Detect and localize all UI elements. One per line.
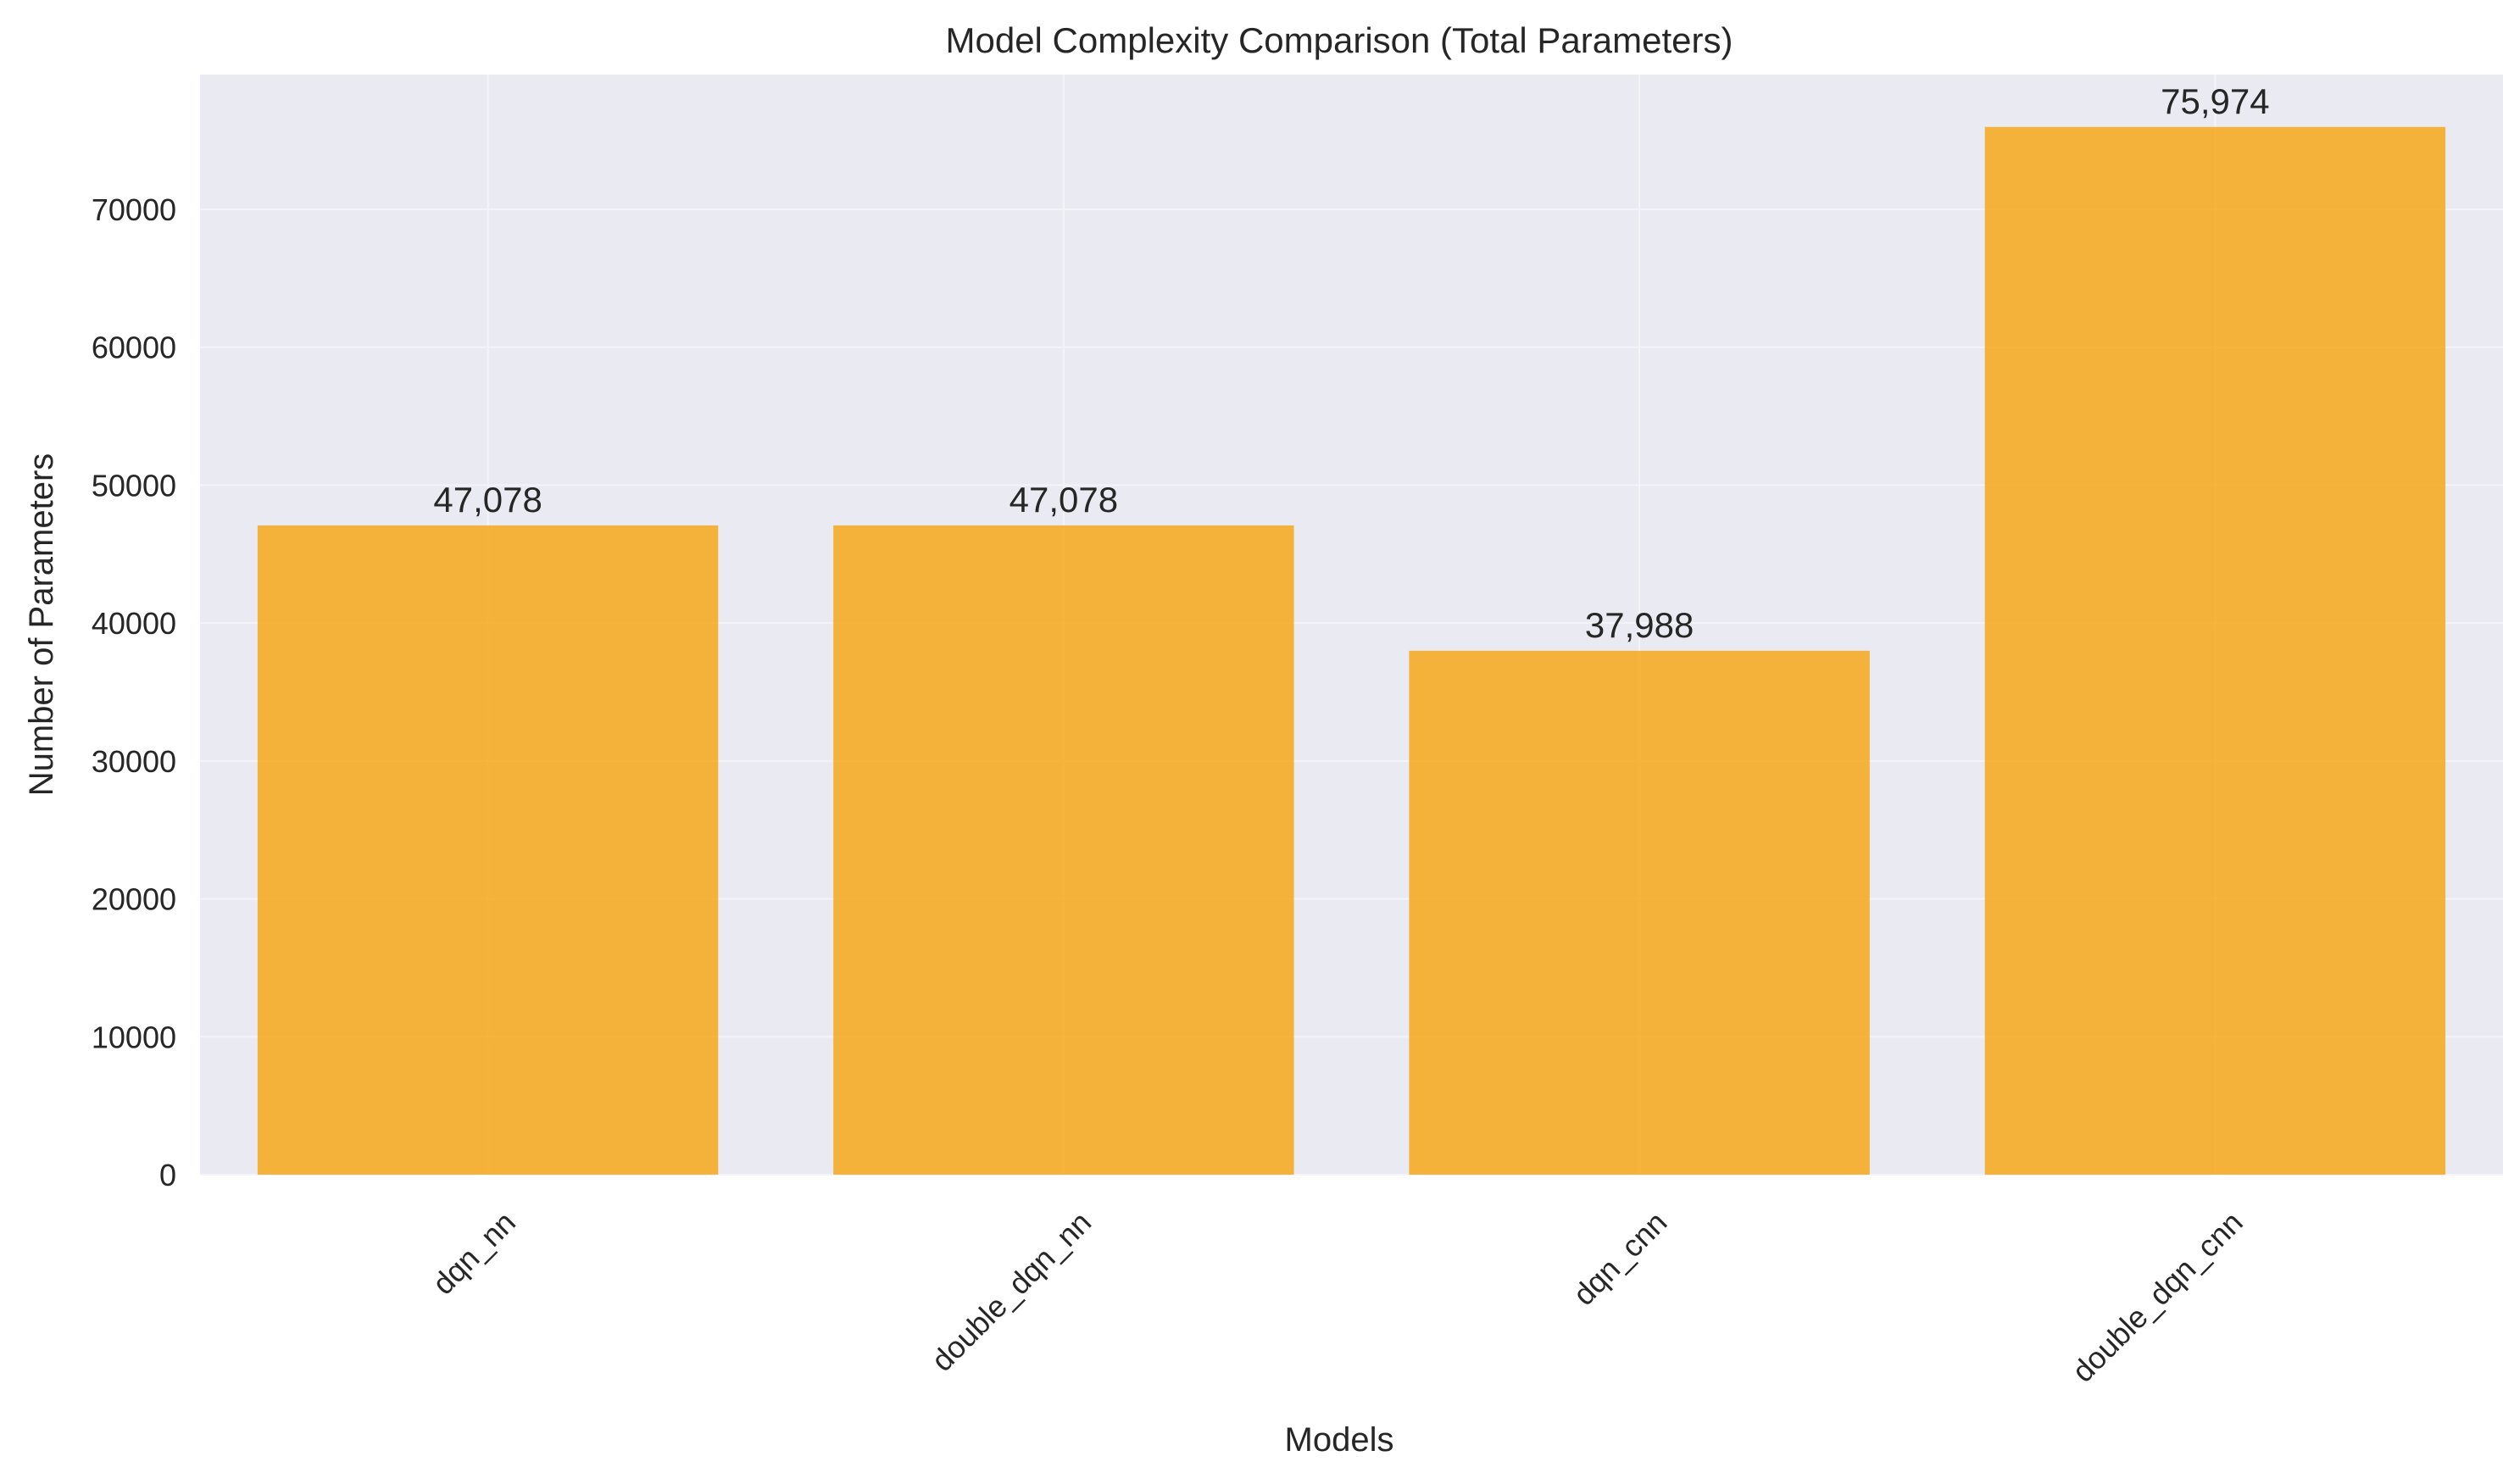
bar-value-label: 47,078: [433, 480, 542, 520]
y-tick-label: 0: [159, 1158, 176, 1192]
y-axis-label: Number of Parameters: [23, 453, 60, 797]
x-tick-label: dqn_cnn: [1566, 1204, 1674, 1312]
x-tick-label: double_dqn_nn: [925, 1204, 1099, 1378]
y-tick-label: 20000: [92, 882, 176, 917]
x-tick-label: dqn_nn: [426, 1204, 522, 1301]
x-tick-label: double_dqn_cnn: [2065, 1204, 2249, 1388]
x-tick-labels: dqn_nn double_dqn_nn dqn_cnn double_dqn_cnn: [426, 1204, 2250, 1388]
bar-double_dqn_cnn: [1984, 126, 2446, 1175]
y-tick-label: 40000: [92, 606, 176, 641]
bar-dqn_cnn: [1409, 650, 1870, 1175]
y-tick-label: 60000: [92, 331, 176, 365]
bars: [257, 126, 2446, 1175]
bar-value-label: 47,078: [1010, 480, 1118, 520]
y-tick-labels: 0 10000 20000 30000 40000 50000 60000 70000: [92, 192, 176, 1192]
bar-value-label: 37,988: [1585, 605, 1694, 645]
y-tick-label: 70000: [92, 192, 176, 227]
x-axis-label: Models: [1285, 1421, 1394, 1459]
y-tick-label: 10000: [92, 1020, 176, 1054]
bar-value-labels: 47,078 47,078 37,988 75,974: [433, 81, 2269, 645]
y-tick-label: 50000: [92, 468, 176, 503]
y-tick-label: 30000: [92, 744, 176, 779]
bar-dqn_nn: [257, 525, 719, 1175]
bar-value-label: 75,974: [2161, 81, 2269, 121]
bar-double_dqn_nn: [833, 525, 1294, 1175]
chart-title: Model Complexity Comparison (Total Param…: [946, 20, 1733, 60]
